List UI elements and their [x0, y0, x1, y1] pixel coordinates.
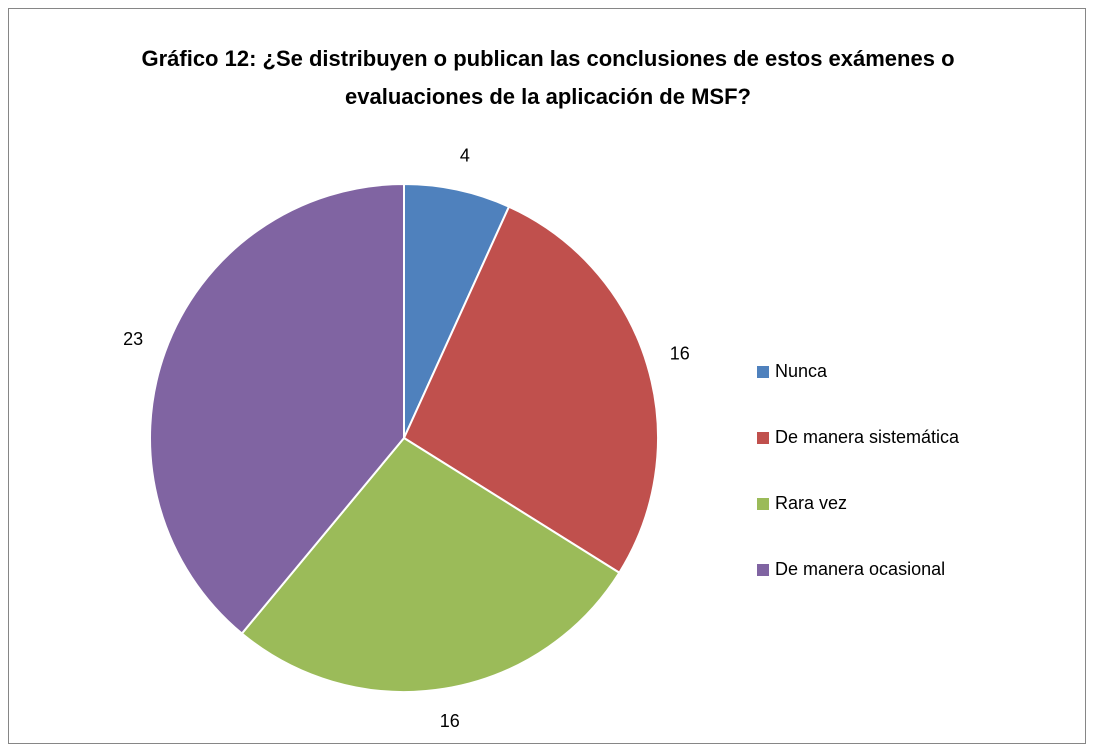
legend-swatch: [757, 564, 769, 576]
legend-label: De manera sistemática: [775, 427, 960, 447]
data-label: 16: [440, 711, 460, 731]
legend-label: Nunca: [775, 361, 828, 381]
legend-swatch: [757, 432, 769, 444]
chart-title: Gráfico 12: ¿Se distribuyen o publican l…: [141, 46, 955, 109]
data-label: 4: [460, 145, 470, 165]
pie-slice: [149, 182, 405, 635]
pie-slice: [240, 436, 621, 693]
chart-border: [8, 8, 1086, 744]
legend-swatch: [757, 366, 769, 378]
legend-label: Rara vez: [775, 493, 847, 513]
data-label: 23: [123, 329, 143, 349]
data-label: 16: [670, 344, 690, 364]
legend-swatch: [757, 498, 769, 510]
legend-label: De manera ocasional: [775, 559, 945, 579]
pie-slice: [403, 182, 511, 439]
pie-slice: [402, 205, 659, 575]
